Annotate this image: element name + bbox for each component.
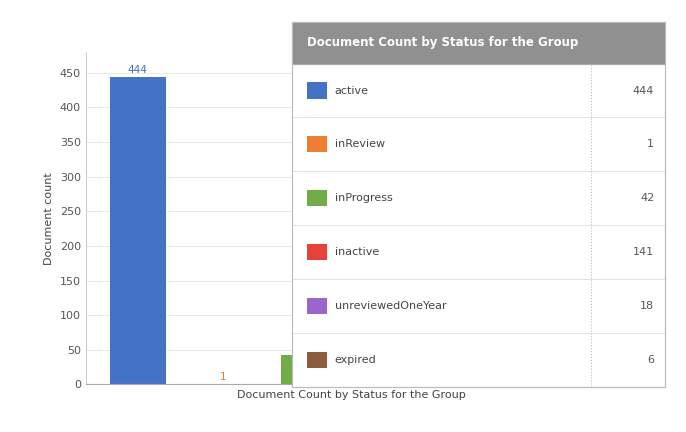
Text: inReview: inReview (335, 140, 385, 149)
Text: active: active (335, 86, 368, 95)
FancyBboxPatch shape (307, 137, 327, 152)
Text: 18: 18 (640, 301, 654, 311)
Text: 6: 6 (562, 368, 569, 378)
FancyBboxPatch shape (292, 64, 665, 387)
Text: 1: 1 (220, 372, 226, 382)
Text: 141: 141 (633, 247, 654, 257)
FancyBboxPatch shape (307, 352, 327, 368)
FancyBboxPatch shape (307, 298, 327, 314)
Text: unreviewedOneYear: unreviewedOneYear (335, 301, 446, 311)
Bar (538, 380, 593, 384)
Text: inProgress: inProgress (335, 193, 392, 203)
Text: Document Count by Status for the Group: Document Count by Status for the Group (307, 36, 578, 49)
Bar (281, 356, 337, 384)
Y-axis label: Document count: Document count (44, 172, 54, 264)
Text: 444: 444 (632, 86, 654, 95)
Text: inactive: inactive (335, 247, 379, 257)
Text: 42: 42 (640, 193, 654, 203)
Text: expired: expired (335, 355, 377, 365)
FancyBboxPatch shape (292, 22, 665, 64)
X-axis label: Document Count by Status for the Group: Document Count by Status for the Group (237, 390, 466, 400)
Text: 444: 444 (128, 65, 147, 75)
Bar (452, 372, 508, 384)
Text: 6: 6 (647, 355, 654, 365)
FancyBboxPatch shape (307, 190, 327, 206)
FancyBboxPatch shape (307, 83, 327, 98)
Text: 42: 42 (302, 343, 316, 353)
Text: 141: 141 (384, 275, 404, 285)
Text: 1: 1 (647, 140, 654, 149)
Bar (366, 287, 422, 384)
Text: 18: 18 (473, 360, 486, 370)
Bar (110, 77, 165, 384)
FancyBboxPatch shape (307, 244, 327, 260)
